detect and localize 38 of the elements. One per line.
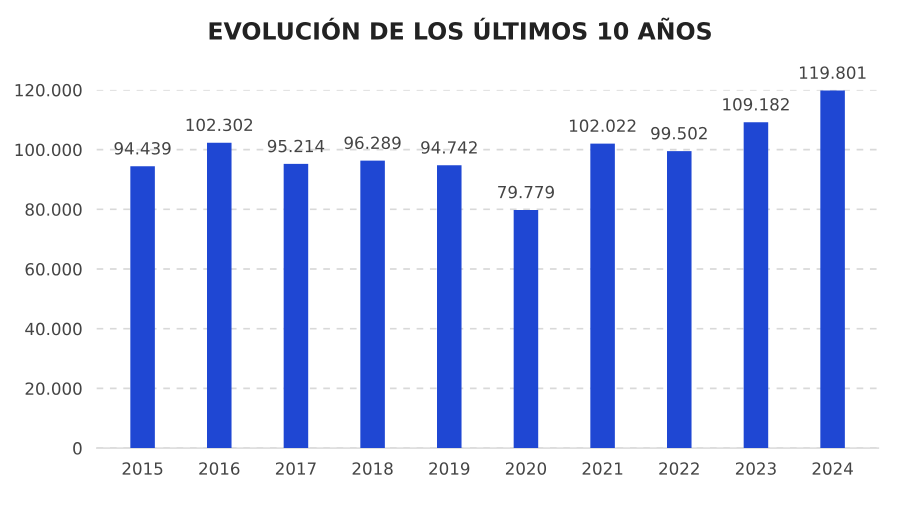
data-label: 102.302 [186, 118, 252, 132]
data-label: 96.289 [344, 136, 401, 150]
data-label: 99.502 [651, 126, 707, 140]
bar [437, 165, 462, 448]
x-tick-label: 2021 [582, 462, 622, 475]
bar [744, 122, 768, 448]
x-tick-label: 2018 [352, 462, 393, 475]
y-tick-label: 120.000 [16, 84, 82, 96]
bar [514, 210, 538, 448]
x-tick-label: 2019 [429, 462, 470, 475]
y-tick-label: 100.000 [16, 144, 82, 156]
y-tick-label: 40.000 [25, 322, 82, 336]
data-label: 79.779 [498, 186, 554, 198]
data-label: 94.439 [114, 142, 171, 155]
y-tick-label: 60.000 [26, 262, 82, 276]
bar [820, 90, 845, 448]
bar [590, 144, 615, 448]
x-tick-label: 2016 [199, 462, 240, 475]
y-tick-label: 20.000 [26, 382, 82, 395]
bar [667, 151, 692, 448]
y-tick-label: 0 [73, 442, 82, 455]
chart-title: EVOLUCIÓN DE LOS ÚLTIMOS 10 AÑOS [210, 18, 711, 40]
x-tick-label: 2020 [506, 462, 546, 475]
bar [284, 164, 308, 448]
data-label: 102.022 [570, 119, 636, 132]
x-tick-label: 2023 [736, 462, 776, 475]
bar [207, 142, 232, 448]
bar [130, 166, 155, 448]
y-tick-label: 80.000 [26, 203, 82, 216]
x-tick-label: 2022 [659, 462, 699, 475]
x-tick-label: 2017 [276, 462, 316, 475]
data-label: 95.214 [268, 140, 324, 152]
data-label: 119.801 [800, 66, 866, 79]
x-tick-label: 2015 [122, 462, 162, 475]
data-label: 109.182 [723, 98, 789, 111]
x-tick-label: 2024 [812, 462, 853, 475]
data-label: 94.742 [421, 141, 477, 154]
bar [360, 160, 385, 448]
